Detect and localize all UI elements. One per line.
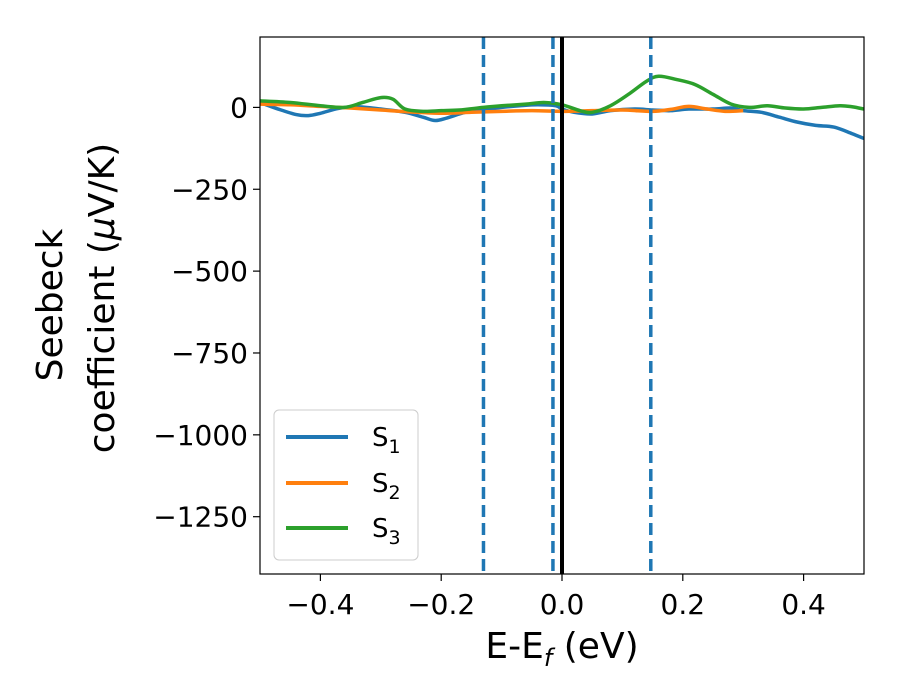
- y-axis-title: Seebeck coefficient (μV/K): [30, 143, 123, 453]
- y-tick-label: −1250: [153, 501, 248, 534]
- x-axis-title: E-Ef (eV): [485, 626, 638, 672]
- x-tick-label: −0.2: [407, 588, 475, 621]
- y-axis: 0 −250 −500 −750 −1000 −1250: [153, 91, 260, 534]
- y-axis-title-line1: Seebeck: [30, 228, 71, 381]
- y-tick-label: −1000: [153, 419, 248, 452]
- y-tick-label: 0: [230, 91, 248, 124]
- legend: S1 S2 S3: [273, 409, 419, 561]
- x-tick-label: 0.0: [540, 588, 585, 621]
- y-axis-title-line2: coefficient (μV/K): [82, 143, 123, 453]
- x-axis: −0.4 −0.2 0.0 0.2 0.4: [286, 574, 826, 621]
- legend-label-s3: S3: [372, 514, 401, 549]
- y-tick-label: −750: [171, 337, 248, 370]
- plot-area: [260, 37, 864, 574]
- x-tick-label: 0.2: [661, 588, 706, 621]
- x-tick-label: −0.4: [286, 588, 354, 621]
- series-line-s3: [260, 74, 864, 115]
- legend-label-s2: S2: [372, 469, 401, 504]
- y-tick-label: −250: [171, 173, 248, 206]
- x-tick-label: 0.4: [781, 588, 826, 621]
- y-tick-label: −500: [171, 255, 248, 288]
- legend-label-s1: S1: [372, 423, 401, 458]
